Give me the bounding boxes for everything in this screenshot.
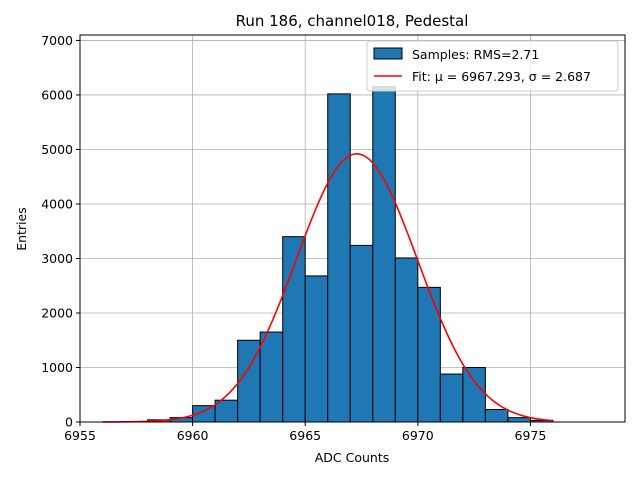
histogram-bar: [304, 275, 329, 423]
legend-label-fit: Fit: μ = 6967.293, σ = 2.687: [412, 69, 591, 84]
legend: Samples: RMS=2.71 Fit: μ = 6967.293, σ =…: [366, 40, 619, 92]
y-tick-label: 2000: [41, 305, 73, 320]
histogram-bar: [394, 257, 419, 423]
chart-title: Run 186, channel018, Pedestal: [236, 12, 469, 30]
histogram-bar: [484, 408, 509, 423]
x-axis-ticks: 6955 6960 6965 6970 6975: [64, 422, 546, 443]
histogram-bars: [147, 86, 554, 423]
y-tick-label: 6000: [41, 87, 73, 102]
plot-frame: [79, 34, 626, 423]
legend-box: [366, 40, 619, 92]
histogram-bar: [327, 93, 351, 423]
x-tick-label: 6975: [515, 428, 547, 443]
y-tick-label: 5000: [41, 142, 73, 157]
x-tick-label: 6965: [289, 428, 321, 443]
y-tick-label: 7000: [41, 33, 73, 48]
histogram-bar: [507, 417, 531, 423]
fit-curve: [102, 153, 553, 423]
histogram-bar: [349, 244, 374, 423]
x-tick-label: 6970: [402, 428, 434, 443]
y-tick-label: 0: [65, 415, 73, 430]
histogram-bar: [214, 399, 239, 423]
x-tick-label: 6955: [64, 428, 96, 443]
histogram-bar: [417, 286, 441, 423]
histogram-bar: [259, 331, 284, 423]
y-tick-label: 4000: [41, 196, 73, 211]
histogram-bar: [439, 373, 464, 423]
x-axis-label: ADC Counts: [315, 450, 390, 465]
y-tick-label: 3000: [41, 251, 73, 266]
histogram-bar: [372, 86, 396, 423]
legend-label-samples: Samples: RMS=2.71: [412, 47, 539, 62]
y-axis-label: Entries: [14, 207, 29, 251]
y-tick-label: 1000: [41, 360, 73, 375]
grid: [79, 35, 625, 423]
histogram-bar: [462, 366, 486, 423]
y-axis-ticks: 0 1000 2000 3000 4000 5000 6000 7000: [41, 33, 80, 430]
x-tick-label: 6960: [177, 428, 209, 443]
fit-curve-group: [102, 153, 553, 423]
legend-patch-samples: [373, 47, 403, 60]
